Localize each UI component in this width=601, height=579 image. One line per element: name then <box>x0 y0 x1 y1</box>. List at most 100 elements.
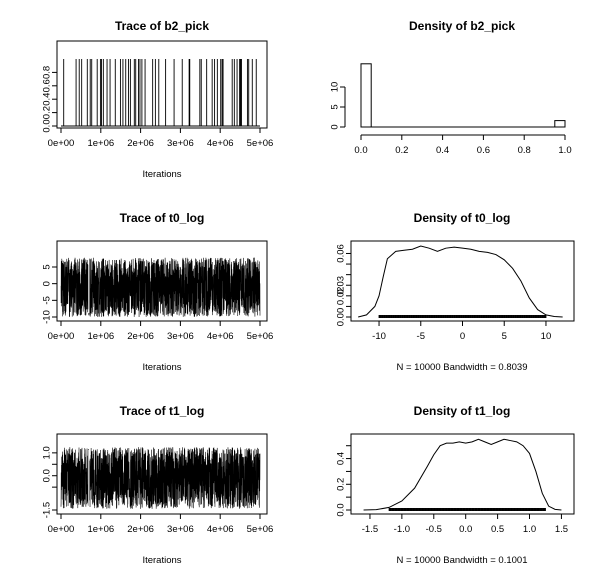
y-tick-label: -1.5 <box>42 502 53 518</box>
density-line <box>358 245 563 318</box>
y-tick-label: 0.0 <box>42 469 53 482</box>
y-tick-label: 0.03 <box>336 276 347 295</box>
chart-title: Trace of t1_log <box>120 404 205 418</box>
x-tick-label: 3e+06 <box>167 331 194 342</box>
chart-title: Trace of t0_log <box>120 211 205 225</box>
y-axis: 0.00.20.40.60.8 <box>42 66 58 133</box>
y-tick-label: 0.4 <box>42 93 53 106</box>
trace-lines <box>60 257 261 317</box>
x-tick-label: 10 <box>541 331 552 342</box>
y-axis: 0.0 0.2 0.4 <box>336 445 352 517</box>
y-tick-label: 0.02 <box>336 287 347 306</box>
x-tick-label: 0e+00 <box>48 138 75 149</box>
x-tick-label: 0 <box>460 331 465 342</box>
density-curve <box>358 245 563 318</box>
y-tick-label: 0.2 <box>336 478 347 491</box>
panel-density-t0-log: Density of t0_log -10 -5 0 5 10 0.00 0.020.03… <box>336 211 575 373</box>
y-tick-label: 0.00 <box>336 308 347 327</box>
x-axis: 0.0 0.2 0.4 0.6 0.8 1.0 <box>354 134 572 156</box>
x-tick-label: 1e+06 <box>87 331 114 342</box>
x-axis: -10 -5 0 5 10 <box>372 320 552 342</box>
x-axis-label: N = 10000 Bandwidth = 0.8039 <box>397 362 528 373</box>
x-tick-label: 4e+06 <box>207 138 234 149</box>
chart-title: Density of t1_log <box>414 404 511 418</box>
y-tick-label: 0 <box>330 124 341 129</box>
y-tick-label: 0.6 <box>42 79 53 92</box>
x-tick-label: -5 <box>417 331 425 342</box>
x-tick-label: 0e+00 <box>48 524 75 535</box>
trace-line <box>60 257 261 317</box>
y-tick-label: 0.0 <box>42 119 53 132</box>
panel-trace-t1-log: Trace of t1_log 0e+00 1e+06 2e+06 3e+06 4e+0… <box>42 404 274 566</box>
x-tick-label: 1e+06 <box>87 138 114 149</box>
x-axis: -1.5 -1.0 -0.5 0.0 0.5 1.0 1.5 <box>362 513 568 535</box>
x-axis: 0e+00 1e+06 2e+06 3e+06 4e+06 5e+06 <box>48 513 274 535</box>
y-axis: -1.5 0.0 1.0 <box>42 446 58 518</box>
trace-lines <box>60 447 261 509</box>
y-axis: -10 -5 0 5 <box>42 264 58 324</box>
y-tick-label: 5 <box>330 104 341 109</box>
y-tick-label: 0.2 <box>42 106 53 119</box>
x-tick-label: 5e+06 <box>247 524 274 535</box>
x-tick-label: 0e+00 <box>48 331 75 342</box>
panel-density-t1-log: Density of t1_log -1.5 -1.0 -0.5 0.0 0.5 1.0 1… <box>336 404 575 566</box>
trace-line <box>61 59 260 127</box>
x-tick-label: 0.0 <box>354 145 367 156</box>
x-tick-label: -1.5 <box>362 524 378 535</box>
x-tick-label: 1.0 <box>523 524 536 535</box>
plot-box <box>56 40 268 129</box>
x-tick-label: 5e+06 <box>247 138 274 149</box>
x-axis-label: Iterations <box>142 555 181 566</box>
x-tick-label: 5e+06 <box>247 331 274 342</box>
panel-density-b2-pick: Density of b2_pick 0.0 0.2 0.4 0.6 0.8 1.0 0 5… <box>330 19 572 156</box>
x-tick-label: 0.5 <box>491 524 504 535</box>
x-tick-label: 0.2 <box>395 145 408 156</box>
chart-title: Trace of b2_pick <box>115 19 209 33</box>
x-axis: 0e+00 1e+06 2e+06 3e+06 4e+06 5e+06 <box>48 127 274 149</box>
x-tick-label: 0.0 <box>459 524 472 535</box>
histogram-bar <box>554 120 566 128</box>
x-axis: 0e+00 1e+06 2e+06 3e+06 4e+06 5e+06 <box>48 320 274 342</box>
density-curve <box>363 438 562 511</box>
y-tick-label: 10 <box>330 82 341 93</box>
chart-title: Density of t0_log <box>414 211 511 225</box>
x-tick-label: -1.0 <box>394 524 410 535</box>
x-tick-label: 2e+06 <box>127 524 154 535</box>
y-tick-label: 0.06 <box>336 244 347 263</box>
plot-box <box>350 240 575 322</box>
plot-box <box>350 433 575 515</box>
panel-trace-b2-pick: Trace of b2_pick 0e+00 1e+06 2e+06 3e+06 4e+… <box>42 19 274 180</box>
x-axis-label: Iterations <box>142 362 181 373</box>
x-tick-label: -0.5 <box>426 524 442 535</box>
x-tick-label: 0.6 <box>477 145 490 156</box>
panel-trace-t0-log: Trace of t0_log 0e+00 1e+06 2e+06 3e+06 4e+0… <box>42 211 274 373</box>
y-tick-label: 1.0 <box>42 446 53 459</box>
x-axis-label: Iterations <box>142 169 181 180</box>
x-tick-label: -10 <box>372 331 386 342</box>
x-tick-label: 1.5 <box>555 524 568 535</box>
y-axis: 0.00 0.020.03 0.06 <box>336 244 352 327</box>
y-tick-label: 0.8 <box>42 66 53 79</box>
x-tick-label: 4e+06 <box>207 331 234 342</box>
trace-line <box>60 447 261 509</box>
x-axis-label: N = 10000 Bandwidth = 0.1001 <box>397 555 528 566</box>
y-tick-label: 0 <box>42 281 53 286</box>
x-tick-label: 2e+06 <box>127 138 154 149</box>
x-tick-label: 1e+06 <box>87 524 114 535</box>
x-tick-label: 3e+06 <box>167 138 194 149</box>
x-tick-label: 2e+06 <box>127 331 154 342</box>
density-line <box>363 438 562 511</box>
x-tick-label: 3e+06 <box>167 524 194 535</box>
histogram-bars <box>360 63 566 128</box>
x-tick-label: 1.0 <box>558 145 571 156</box>
y-axis: 0 5 10 <box>330 82 346 130</box>
x-tick-label: 5 <box>502 331 507 342</box>
chart-title: Density of b2_pick <box>409 19 515 33</box>
y-tick-label: 0.4 <box>336 452 347 465</box>
x-tick-label: 4e+06 <box>207 524 234 535</box>
y-tick-label: -5 <box>42 296 53 304</box>
x-tick-label: 0.8 <box>518 145 531 156</box>
y-tick-label: 0.0 <box>336 503 347 516</box>
trace-lines <box>61 59 260 127</box>
